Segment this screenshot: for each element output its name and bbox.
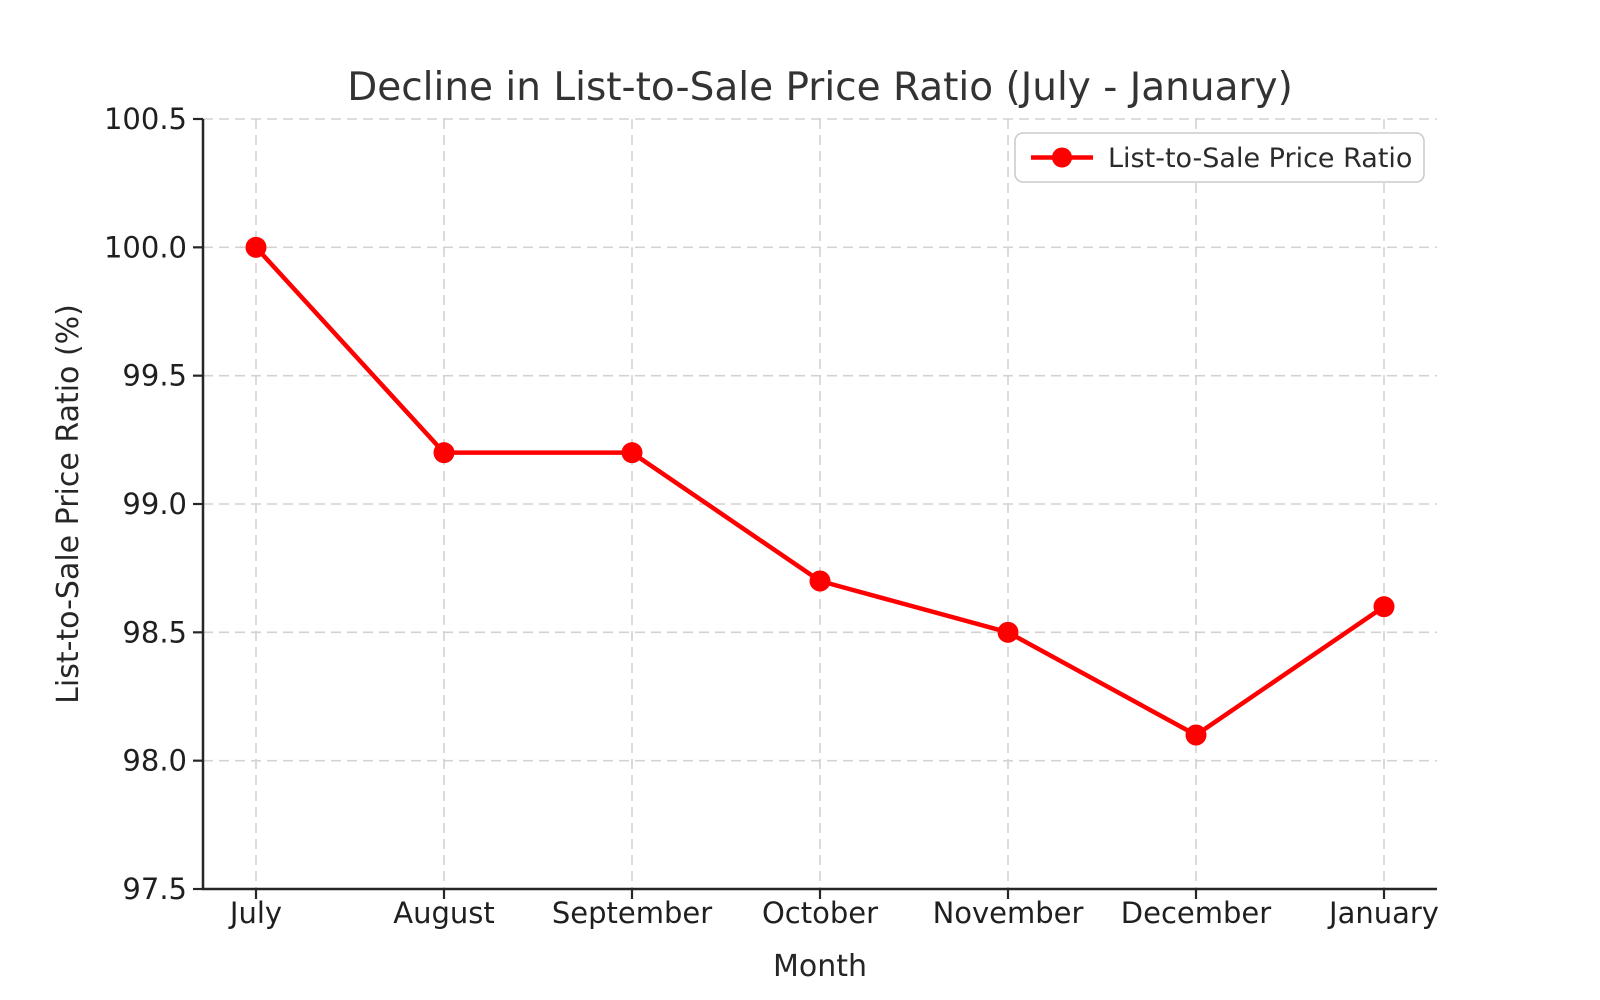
axis-tick-labels: 97.5 98.0 98.5 99.0 99.5 100.0 100.5 July August… — [104, 102, 1439, 930]
y-tick-label: 98.5 — [122, 615, 187, 649]
axis-ticks — [193, 117, 1386, 899]
data-point-marker — [621, 442, 643, 464]
data-point-marker — [1185, 724, 1207, 746]
legend-marker-icon — [1052, 147, 1072, 168]
y-tick-label: 98.0 — [122, 744, 187, 778]
y-axis-label: List-to-Sale Price Ratio (%) — [51, 304, 86, 704]
data-point-marker — [1373, 596, 1395, 618]
data-point-marker — [809, 570, 831, 592]
legend-label: List-to-Sale Price Ratio — [1108, 143, 1412, 174]
data-point-marker — [433, 442, 455, 464]
legend-box — [1014, 132, 1425, 183]
x-axis-label: Month — [773, 949, 867, 984]
data-point-marker — [997, 621, 1019, 643]
y-tick-label: 97.5 — [122, 872, 187, 906]
chart-title: Decline in List-to-Sale Price Ratio (Jul… — [347, 65, 1293, 110]
y-tick-label: 100.5 — [104, 102, 187, 136]
x-tick-label: July — [228, 896, 282, 930]
x-tick-label: November — [933, 896, 1084, 930]
x-tick-label: August — [393, 896, 495, 930]
x-tick-label: October — [762, 896, 878, 930]
x-tick-label: September — [552, 896, 712, 930]
legend: List-to-Sale Price Ratio — [1014, 132, 1425, 183]
data-point-marker — [245, 236, 267, 258]
x-tick-label: December — [1121, 896, 1271, 930]
grid-lines — [203, 118, 1437, 890]
y-tick-label: 99.0 — [122, 487, 187, 521]
x-tick-label: January — [1327, 896, 1439, 930]
data-series — [245, 236, 1395, 746]
y-tick-label: 100.0 — [104, 230, 187, 264]
y-tick-label: 99.5 — [122, 359, 187, 393]
